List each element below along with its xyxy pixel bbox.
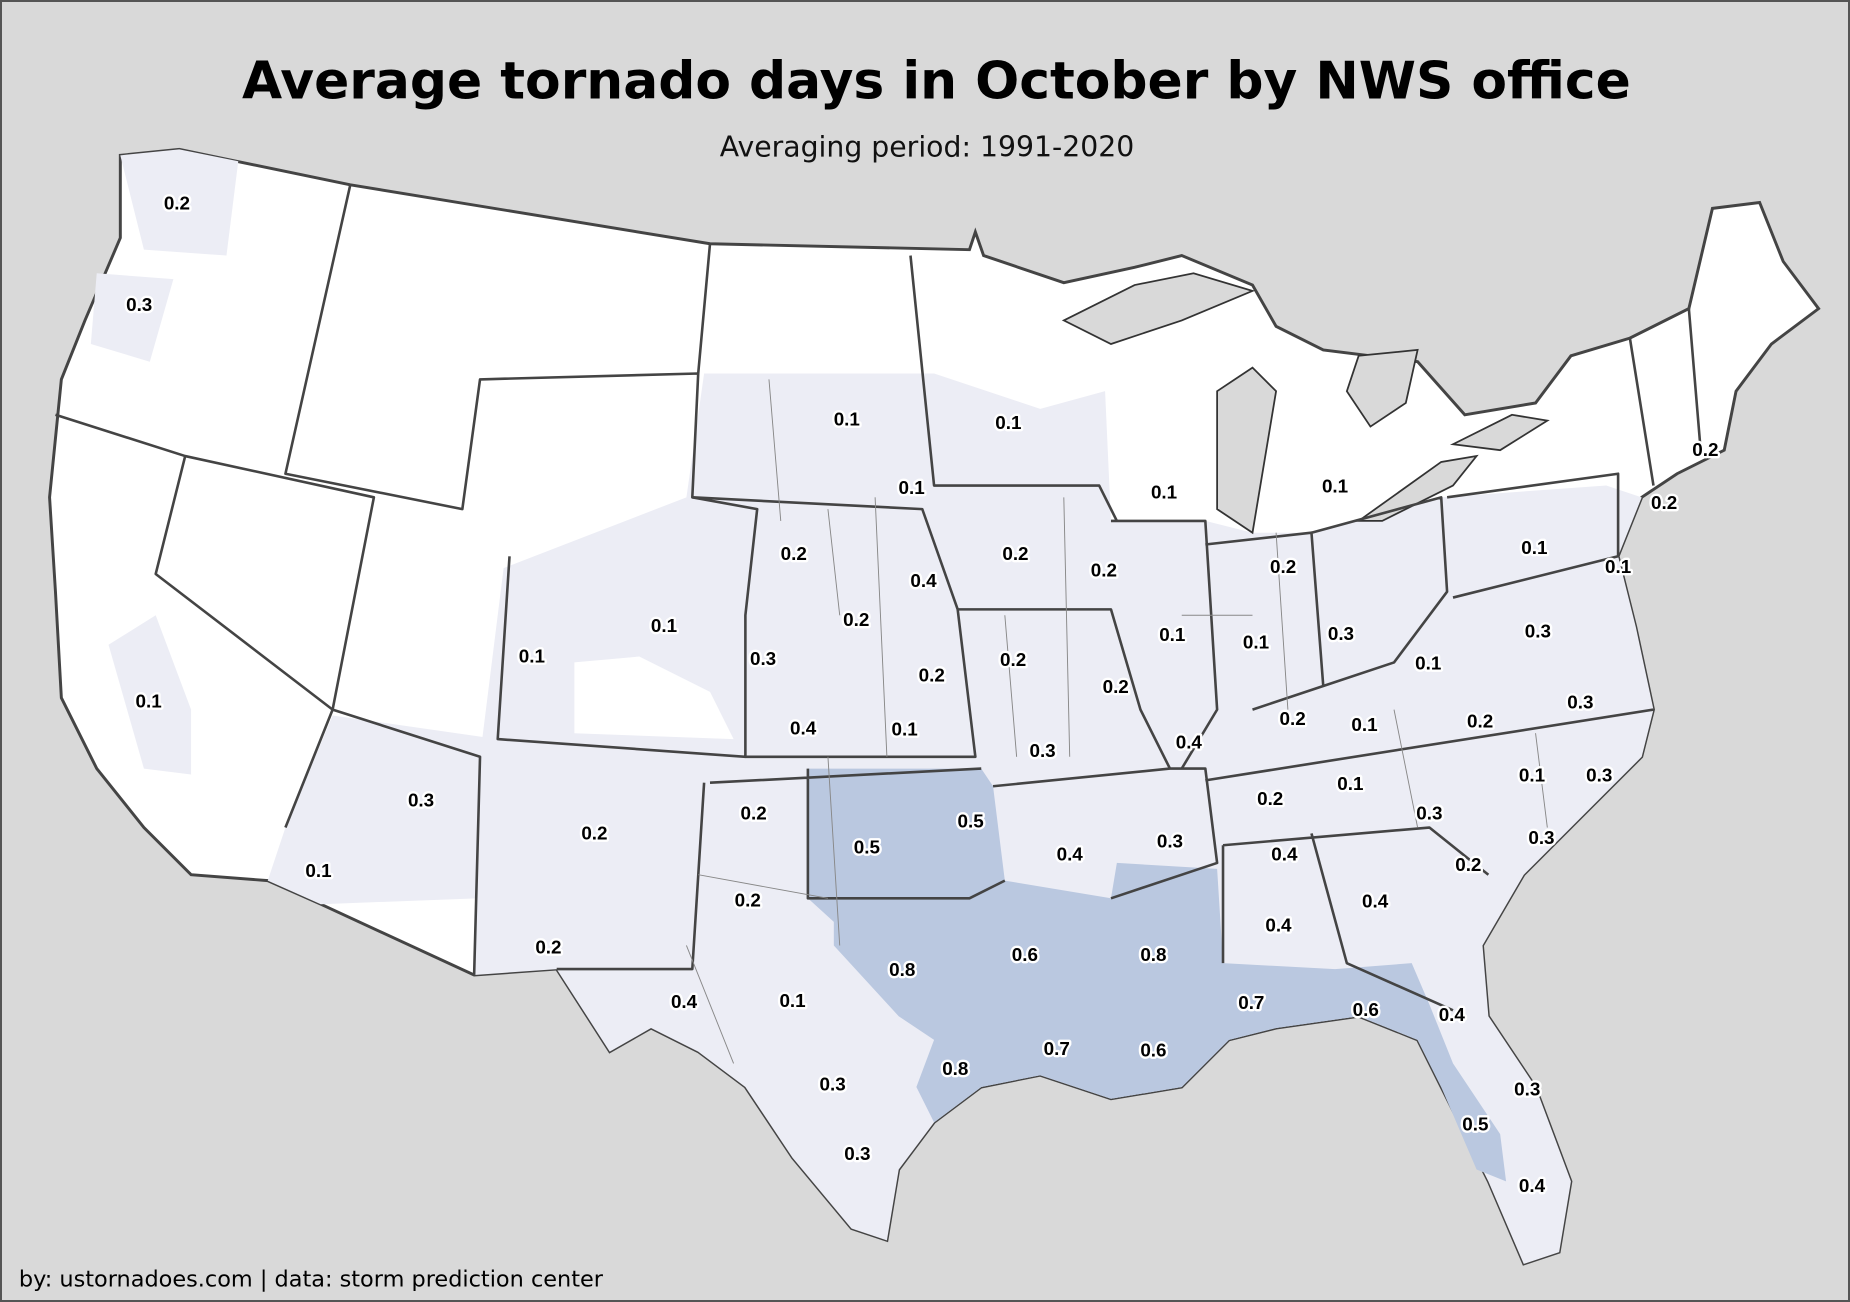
- office-value-label: 0.1: [1337, 773, 1363, 794]
- office-value-label: 0.3: [1328, 623, 1354, 644]
- office-value-label: 0.2: [1103, 676, 1129, 697]
- office-value-label: 0.7: [1238, 992, 1264, 1013]
- office-value-label: 0.5: [1462, 1114, 1488, 1135]
- office-value-label: 0.3: [1029, 740, 1055, 761]
- office-value-label: 0.1: [1322, 476, 1348, 497]
- office-value-label: 0.4: [1271, 844, 1298, 865]
- office-value-label: 0.3: [1567, 691, 1593, 712]
- office-value-label: 0.4: [671, 991, 698, 1012]
- office-value-label: 0.1: [136, 690, 162, 711]
- office-value-label: 0.4: [1439, 1004, 1466, 1025]
- office-value-label: 0.4: [1057, 844, 1084, 865]
- office-value-label: 0.2: [1270, 556, 1296, 577]
- office-value-label: 0.3: [1525, 621, 1551, 642]
- office-value-label: 0.1: [899, 477, 925, 498]
- office-value-label: 0.1: [305, 860, 331, 881]
- office-value-label: 0.1: [891, 719, 917, 740]
- office-value-label: 0.2: [1651, 492, 1677, 513]
- office-value-label: 0.2: [1279, 708, 1305, 729]
- map-title: Average tornado days in October by NWS o…: [242, 52, 1631, 112]
- map-subtitle: Averaging period: 1991-2020: [720, 130, 1134, 163]
- office-value-label: 0.3: [408, 789, 434, 810]
- colorado-nodata: [574, 656, 734, 740]
- office-value-label: 0.3: [126, 294, 152, 315]
- office-value-label: 0.1: [834, 408, 860, 429]
- office-value-label: 0.2: [1002, 543, 1028, 564]
- office-value-label: 0.1: [779, 990, 805, 1011]
- office-value-label: 0.3: [820, 1074, 846, 1095]
- office-value-label: 0.2: [1692, 439, 1718, 460]
- credit-footer: by: ustornadoes.com | data: storm predic…: [19, 1266, 604, 1292]
- office-value-label: 0.1: [1351, 714, 1377, 735]
- office-value-label: 0.1: [519, 645, 545, 666]
- office-value-label: 0.3: [844, 1143, 870, 1164]
- office-value-label: 0.2: [735, 890, 761, 911]
- office-value-label: 0.3: [750, 648, 776, 669]
- office-value-label: 0.2: [1000, 649, 1026, 670]
- office-value-label: 0.6: [1353, 999, 1379, 1020]
- washington-region: [90, 149, 239, 362]
- office-value-label: 0.1: [1519, 765, 1545, 786]
- office-value-label: 0.2: [535, 937, 561, 958]
- office-value-label: 0.4: [1265, 914, 1292, 935]
- office-value-label: 0.3: [1528, 827, 1554, 848]
- office-value-label: 0.1: [1151, 482, 1177, 503]
- office-value-label: 0.8: [1140, 944, 1166, 965]
- low-frequency-region: [474, 373, 1654, 1264]
- office-value-label: 0.2: [919, 664, 945, 685]
- arizona-region: [267, 715, 498, 905]
- office-value-label: 0.3: [1514, 1078, 1540, 1099]
- office-value-label: 0.6: [1012, 944, 1038, 965]
- california-region: [108, 615, 192, 775]
- office-value-label: 0.6: [1140, 1039, 1166, 1060]
- office-value-label: 0.4: [910, 570, 937, 591]
- office-value-label: 0.4: [1362, 891, 1389, 912]
- office-value-label: 0.2: [1455, 854, 1481, 875]
- office-value-label: 0.2: [581, 822, 607, 843]
- office-value-label: 0.3: [1586, 765, 1612, 786]
- office-value-label: 0.4: [1176, 732, 1203, 753]
- office-value-label: 0.2: [843, 609, 869, 630]
- cwa-borders: [685, 379, 1548, 1064]
- high-frequency-region: [807, 768, 1507, 1182]
- office-value-label: 0.4: [1519, 1175, 1546, 1196]
- office-value-label: 0.8: [942, 1058, 968, 1079]
- office-value-label: 0.4: [790, 717, 817, 738]
- office-value-label: 0.1: [1243, 631, 1269, 652]
- office-value-label: 0.2: [781, 543, 807, 564]
- office-value-label: 0.2: [1257, 788, 1283, 809]
- office-value-label: 0.7: [1044, 1038, 1070, 1059]
- office-value-label: 0.1: [995, 412, 1021, 433]
- office-value-label: 0.3: [1416, 802, 1442, 823]
- office-value-labels: 0.2 0.3 0.1 0.1 0.1 0.1 0.1 0.1 0.2 0.2 0.2 0.2 0.2 0…: [124, 190, 1721, 1198]
- office-value-label: 0.1: [1521, 537, 1547, 558]
- office-value-label: 0.2: [1467, 710, 1493, 731]
- office-value-label: 0.5: [958, 811, 984, 832]
- office-value-label: 0.1: [1415, 653, 1441, 674]
- office-value-label: 0.1: [651, 615, 677, 636]
- office-value-label: 0.1: [1605, 556, 1631, 577]
- office-value-label: 0.8: [889, 959, 915, 980]
- state-borders: [55, 184, 1702, 1012]
- office-value-label: 0.5: [854, 836, 880, 857]
- office-value-label: 0.2: [1091, 559, 1117, 580]
- us-map: [48, 147, 1821, 1266]
- office-value-label: 0.2: [164, 193, 190, 214]
- office-value-label: 0.1: [1159, 624, 1185, 645]
- office-value-label: 0.3: [1157, 831, 1183, 852]
- office-value-label: 0.2: [741, 802, 767, 823]
- great-lakes: [1061, 272, 1550, 535]
